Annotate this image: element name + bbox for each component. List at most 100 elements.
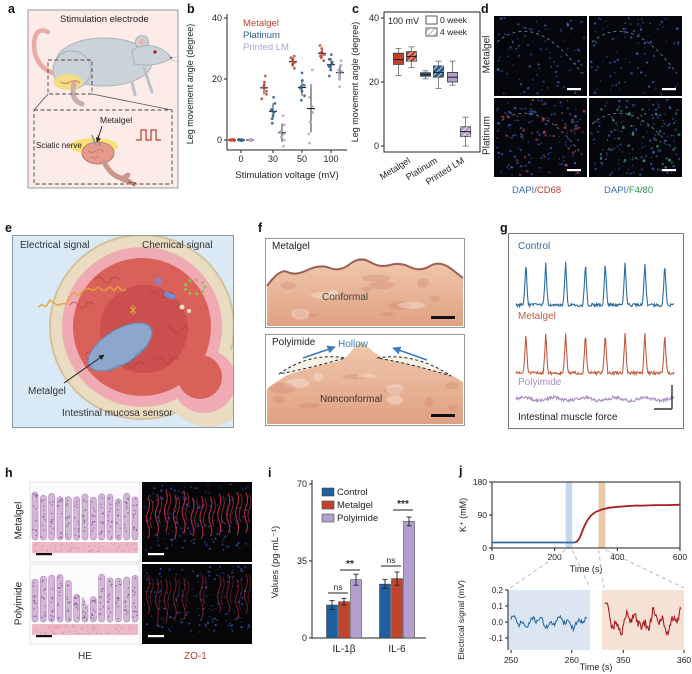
panel-letter-c: c (352, 2, 359, 16)
svg-text:K⁺ (mM): K⁺ (mM) (458, 498, 468, 532)
sciatic-nerve-label: Sciatic nerve (36, 141, 82, 150)
svg-text:Intestinal muscle force: Intestinal muscle force (518, 412, 618, 423)
panel-d-row-metalgel: Metalgel (481, 35, 493, 74)
metalgel-label-a: Metalgel (100, 115, 133, 125)
svg-text:30: 30 (268, 154, 278, 164)
metalgel-label-e: Metalgel (28, 386, 66, 397)
dapi-text-2: DAPI (604, 185, 627, 196)
panel-h-histology-grid (29, 481, 252, 645)
svg-text:Leg movement angle (degree): Leg movement angle (degree) (185, 24, 195, 145)
svg-text:0: 0 (490, 552, 495, 562)
chemical-signal-label: Chemical signal (142, 240, 213, 251)
svg-text:Values (pg·mL⁻¹): Values (pg·mL⁻¹) (270, 526, 281, 598)
svg-text:40: 40 (369, 13, 379, 23)
panel-letter-h: h (5, 466, 13, 480)
nonconformal-label: Nonconformal (320, 394, 383, 405)
panel-h-row-polyimide: Polyimide (13, 581, 25, 626)
svg-text:0.1: 0.1 (492, 602, 504, 611)
panel-e-schematic (12, 235, 234, 428)
panel-d-fluorescence-grid (494, 16, 682, 177)
panel-f-bottom-label: Polyimide (272, 337, 316, 348)
svg-text:0: 0 (482, 543, 487, 553)
panel-letter-d: d (481, 2, 489, 16)
svg-text:200: 200 (548, 552, 562, 562)
intestinal-mucosa-sensor-label: Intestinal mucosa sensor (62, 408, 173, 419)
panel-letter-j: j (459, 464, 463, 478)
panel-letter-e: e (5, 221, 12, 235)
panel-b-scatter-chart: 0 20 40 0 30 50 100 Stimulation voltage (mV) Leg… (185, 13, 347, 181)
svg-text:Control: Control (518, 241, 550, 252)
svg-text:Leg movement angle (degree): Leg movement angle (degree) (350, 22, 360, 143)
cd68-text: /CD68 (534, 185, 562, 196)
svg-text:35: 35 (297, 556, 307, 566)
panel-c-boxplot: 0 20 40 Leg movement angle (degree) 100 mV 0 … (350, 11, 481, 187)
svg-text:50: 50 (297, 154, 307, 164)
svg-text:Control: Control (337, 487, 368, 498)
electrical-signal-label: Electrical signal (20, 240, 90, 251)
svg-text:Platinum: Platinum (243, 30, 280, 41)
panel-a-schematic (27, 9, 181, 189)
svg-text:IL-6: IL-6 (388, 644, 406, 655)
svg-text:Metalgel: Metalgel (518, 311, 556, 322)
svg-text:Metalgel: Metalgel (243, 18, 279, 29)
svg-text:ns: ns (387, 555, 396, 565)
panel-g-traces: Control Metalgel Polyimide Intestinal muscl… (508, 233, 684, 429)
svg-text:0 week: 0 week (440, 15, 468, 25)
svg-text:Time (s): Time (s) (580, 662, 613, 672)
svg-text:100: 100 (323, 154, 338, 164)
svg-text:IL-1β: IL-1β (333, 644, 356, 655)
panel-f-metalgel-photo (265, 238, 465, 328)
conformal-label: Conformal (322, 292, 369, 303)
svg-text:0.2: 0.2 (492, 586, 504, 595)
hollow-label: Hollow (338, 339, 369, 350)
panel-f-top-label: Metalgel (272, 241, 310, 252)
svg-text:Polyimide: Polyimide (518, 377, 562, 388)
panel-f-polyimide-photo (265, 334, 465, 426)
svg-text:Time (s): Time (s) (570, 564, 603, 574)
svg-text:40: 40 (212, 13, 222, 23)
svg-text:90: 90 (478, 510, 488, 520)
stain-label-dapi-f480: DAPI/F4/80 (604, 185, 653, 196)
svg-text:ns: ns (334, 582, 343, 592)
stain-label-dapi-cd68: DAPI/CD68 (512, 185, 561, 196)
svg-text:Stimulation voltage (mV): Stimulation voltage (mV) (235, 170, 338, 181)
f480-text: /F4/80 (626, 185, 654, 196)
svg-text:360: 360 (677, 655, 691, 665)
svg-text:400: 400 (610, 552, 624, 562)
svg-text:4 week: 4 week (440, 27, 468, 37)
panel-a-title: Stimulation electrode (60, 14, 149, 25)
svg-text:600: 600 (673, 552, 687, 562)
zo1-column-label: ZO-1 (184, 651, 207, 662)
svg-text:0: 0 (302, 633, 307, 643)
svg-text:Electrical signal (mV): Electrical signal (mV) (456, 580, 466, 660)
he-column-label: HE (78, 651, 92, 662)
svg-text:20: 20 (212, 74, 222, 84)
svg-text:260: 260 (565, 655, 579, 665)
svg-text:***: *** (397, 499, 409, 510)
svg-text:0.0: 0.0 (492, 618, 504, 627)
panel-letter-i: i (268, 466, 272, 480)
svg-text:Polyimide: Polyimide (337, 513, 378, 524)
svg-text:250: 250 (504, 655, 518, 665)
dapi-text: DAPI (512, 185, 535, 196)
svg-text:100 mV: 100 mV (388, 16, 419, 26)
svg-text:180: 180 (473, 477, 487, 487)
svg-text:70: 70 (297, 479, 307, 489)
svg-text:Metalgel: Metalgel (337, 500, 373, 511)
svg-text:-0.1: -0.1 (489, 634, 503, 643)
panel-letter-g: g (500, 221, 508, 235)
panel-letter-a: a (8, 2, 15, 16)
svg-text:**: ** (346, 559, 354, 570)
svg-text:20: 20 (369, 77, 379, 87)
panel-d-row-platinum: Platinum (481, 116, 493, 155)
svg-text:Printed LM: Printed LM (243, 42, 289, 53)
panel-i-bar-chart: 0 35 70 Values (pg·mL⁻¹) Control Metalgel Poly… (270, 479, 426, 655)
panel-letter-f: f (258, 221, 263, 235)
panel-letter-b: b (187, 2, 195, 16)
panel-j-timeseries: 0 90 180 0 200 400 600 K⁺ (mM) Time (s) 0.2 0.1 0.0… (456, 477, 691, 672)
svg-text:0: 0 (238, 154, 243, 164)
panel-h-row-metalgel: Metalgel (13, 501, 25, 540)
svg-text:350: 350 (616, 655, 630, 665)
svg-text:0: 0 (374, 141, 379, 151)
